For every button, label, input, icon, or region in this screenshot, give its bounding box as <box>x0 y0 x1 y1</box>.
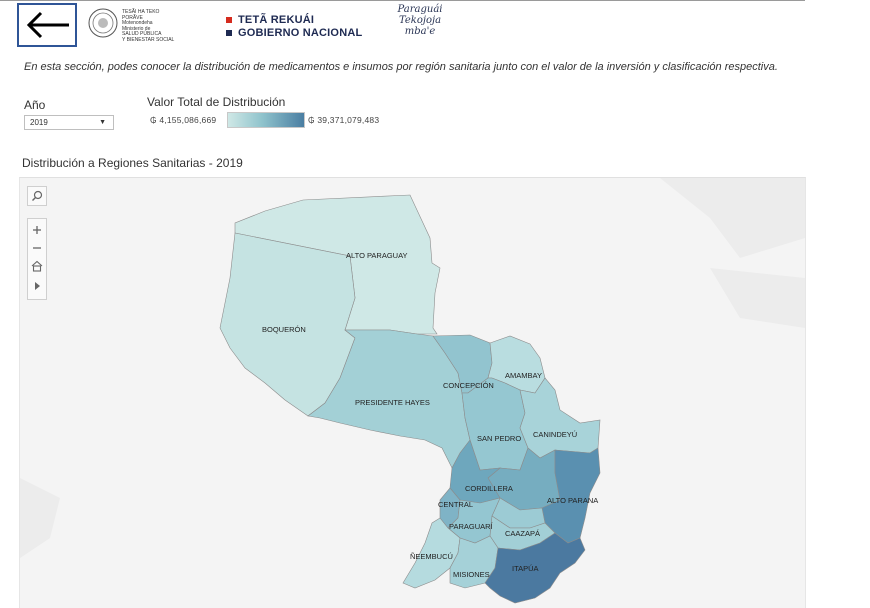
seal-icon <box>88 8 118 38</box>
gov-line2: GOBIERNO NACIONAL <box>238 26 363 39</box>
label-san-pedro: SAN PEDRO <box>477 434 521 443</box>
year-value: 2019 <box>30 118 48 127</box>
map-title: Distribución a Regiones Sanitarias - 201… <box>22 156 243 170</box>
expand-toolbar-button[interactable] <box>28 277 46 295</box>
background-terrain <box>20 178 805 558</box>
plus-icon <box>33 226 41 234</box>
year-dropdown[interactable]: 2019 ▼ <box>24 115 114 130</box>
paraguay-map: ALTO PARAGUAY BOQUERÓN PRESIDENTE HAYES … <box>20 178 805 604</box>
label-concepcion: CONCEPCIÓN <box>443 381 494 390</box>
label-cordillera: CORDILLERA <box>465 484 513 493</box>
back-button[interactable] <box>17 3 77 47</box>
ministry-logo: TESÃI HA TEKO PORÃVE Motenondeha Ministe… <box>86 6 184 42</box>
legend-min-value: ₲ 4,155,086,669 <box>150 115 217 125</box>
red-square-icon <box>226 16 232 23</box>
label-alto-parana: ALTO PARANA <box>547 496 598 505</box>
year-label: Año <box>24 98 46 112</box>
label-paraguari: PARAGUARÍ <box>449 522 494 531</box>
minus-icon <box>33 247 41 249</box>
label-alto-paraguay: ALTO PARAGUAY <box>346 251 408 260</box>
legend-color-gradient <box>227 112 305 128</box>
region-itapua[interactable] <box>484 532 586 604</box>
gov-line1: TETÃ REKUÁI <box>238 13 315 26</box>
search-icon <box>32 190 43 201</box>
government-logo: TETÃ REKUÁI GOBIERNO NACIONAL <box>226 13 362 39</box>
caret-down-icon: ▼ <box>99 119 106 126</box>
zoom-out-button[interactable] <box>28 239 46 257</box>
home-icon <box>31 260 43 272</box>
label-boqueron: BOQUERÓN <box>262 325 306 334</box>
map-viewport[interactable]: ALTO PARAGUAY BOQUERÓN PRESIDENTE HAYES … <box>19 177 806 608</box>
paraguay-brand-logo: Paraguái Tekojoja mba'e <box>397 4 443 37</box>
header-divider <box>0 0 805 1</box>
legend-title: Valor Total de Distribución <box>147 95 286 109</box>
triangle-right-icon <box>35 282 40 290</box>
ministry-logo-text: TESÃI HA TEKO PORÃVE Motenondeha Ministe… <box>122 9 175 43</box>
navy-square-icon <box>226 29 232 36</box>
label-misiones: MISIONES <box>453 570 490 579</box>
label-neembucu: ÑEEMBUCÚ <box>410 552 453 561</box>
home-button[interactable] <box>28 257 46 275</box>
map-search-button[interactable] <box>27 186 47 206</box>
header-bar: TESÃI HA TEKO PORÃVE Motenondeha Ministe… <box>0 0 805 50</box>
label-itapua: ITAPÚA <box>512 564 539 573</box>
region-labels: ALTO PARAGUAY BOQUERÓN PRESIDENTE HAYES … <box>262 251 598 579</box>
label-caazapa: CAAZAPÁ <box>505 529 540 538</box>
arrow-left-icon <box>26 11 69 39</box>
region-neembucu[interactable] <box>402 517 461 589</box>
map-zoom-toolbar <box>27 218 47 300</box>
legend-max-value: ₲ 39,371,079,483 <box>308 115 380 125</box>
label-presidente-hayes: PRESIDENTE HAYES <box>355 398 430 407</box>
zoom-in-button[interactable] <box>28 221 46 239</box>
label-central: CENTRAL <box>438 500 473 509</box>
intro-text: En esta sección, podes conocer la distri… <box>24 61 778 73</box>
label-amambay: AMAMBAY <box>505 371 542 380</box>
label-canindeyu: CANINDEYÚ <box>533 430 577 439</box>
